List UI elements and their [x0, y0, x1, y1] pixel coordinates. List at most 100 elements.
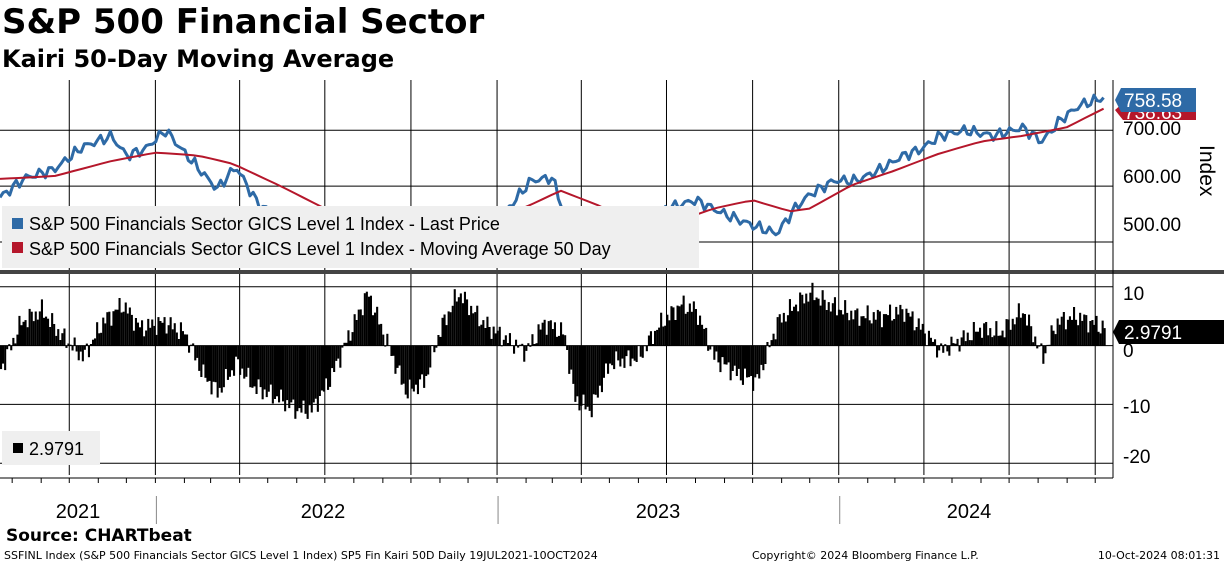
kairi-bar: [228, 345, 231, 377]
kairi-bar: [993, 335, 996, 346]
kairi-bar: [4, 345, 7, 371]
kairi-bar: [157, 317, 160, 346]
kairi-bar: [470, 305, 473, 346]
kairi-bar: [1040, 343, 1043, 346]
kairi-bar: [300, 345, 303, 413]
kairi-bar: [445, 325, 448, 346]
kairi-bar: [92, 339, 95, 346]
kairi-bar: [592, 345, 595, 395]
kairi-bar: [312, 345, 315, 403]
kairi-bar: [658, 327, 661, 346]
price-value-label: 758.58: [1124, 91, 1182, 112]
kairi-bar: [1083, 314, 1086, 346]
kairi-bar: [298, 345, 301, 409]
kairi-bar: [678, 306, 681, 346]
kairi-bar: [521, 343, 524, 346]
kairi-bar: [247, 345, 250, 368]
kairi-bar: [983, 323, 986, 346]
kairi-bar: [343, 342, 346, 346]
price-ytick-700: 700.00: [1123, 119, 1181, 140]
kairi-bar: [1079, 312, 1082, 346]
kairi-bar: [893, 319, 896, 346]
kairi-bar: [831, 303, 834, 346]
kairi-bar: [670, 306, 673, 346]
kairi-bar: [1044, 345, 1047, 354]
kairi-bar: [226, 345, 229, 380]
kairi-bar: [874, 319, 877, 346]
kairi-bar: [1058, 324, 1061, 346]
kairi-bar: [840, 310, 843, 346]
kairi-bar: [365, 291, 368, 346]
kairi-bar: [363, 293, 366, 346]
kairi-bar: [314, 345, 317, 399]
kairi-bar: [950, 336, 953, 346]
kairi-bar: [382, 334, 385, 346]
kairi-bar: [482, 320, 485, 346]
kairi-bar: [490, 338, 493, 346]
kairi-bar: [705, 327, 708, 346]
kairi-bar: [353, 314, 356, 346]
kairi-bar: [53, 324, 56, 346]
kairi-bar: [122, 311, 125, 346]
kairi-bar: [972, 322, 975, 346]
kairi-bar: [429, 345, 432, 368]
kairi-bar: [476, 305, 479, 346]
kairi-bar: [970, 340, 973, 346]
kairi-bar: [539, 329, 542, 346]
kairi-bar: [680, 304, 683, 346]
kairi-bar: [40, 299, 43, 346]
kairi-bar: [190, 344, 193, 346]
kairi-bar: [1099, 333, 1102, 346]
kairi-bar: [1093, 324, 1096, 346]
kairi-bar: [858, 325, 861, 346]
kairi-bar: [764, 345, 767, 364]
kairi-bar: [437, 335, 440, 346]
kairi-bar: [98, 333, 101, 346]
kairi-bar: [974, 331, 977, 346]
kairi-bar: [369, 295, 372, 346]
kairi-bar: [310, 345, 313, 413]
kairi-bar: [932, 341, 935, 346]
kairi-bar: [643, 345, 646, 347]
xlabel-2023: 2023: [636, 501, 681, 523]
kairi-bar: [435, 345, 438, 348]
kairi-bar: [224, 345, 227, 369]
kairi-bar: [629, 345, 632, 367]
kairi-bar: [500, 345, 503, 347]
kairi-bar: [463, 291, 466, 346]
kairi-bar: [1028, 314, 1031, 346]
kairi-bar: [523, 345, 526, 362]
kairi-bar: [817, 298, 820, 346]
kairi-bar: [905, 308, 908, 346]
kairi-bar: [408, 345, 411, 380]
kairi-bar: [515, 339, 518, 346]
kairi-bar: [923, 333, 926, 346]
kairi-bar: [372, 315, 375, 346]
kairi-bar: [245, 345, 248, 377]
kairi-bar: [181, 331, 184, 346]
kairi-bar: [690, 311, 693, 346]
kairi-bar: [69, 344, 72, 346]
kairi-bar: [220, 345, 223, 393]
kairi-bar: [390, 345, 393, 356]
kairi-bar: [837, 309, 840, 346]
kairi-bar: [466, 299, 469, 346]
kairi-bar: [821, 290, 824, 346]
kairi-bar: [686, 311, 689, 346]
kairi-bar: [547, 321, 550, 346]
kairi-bar: [674, 320, 677, 346]
kairi-bar: [155, 334, 158, 346]
kairi-bar: [241, 345, 244, 369]
kairi-bar: [51, 313, 54, 346]
kairi-bar: [357, 309, 360, 346]
kairi-bar: [32, 321, 35, 346]
kairi-bar: [1089, 321, 1092, 346]
kairi-bar: [613, 345, 616, 370]
kairi-bar: [936, 345, 939, 358]
kairi-bar: [218, 345, 221, 388]
kairi-bar: [952, 343, 955, 346]
kairi-bar: [535, 343, 538, 346]
kairi-bar: [799, 292, 802, 346]
kairi-bar: [359, 309, 362, 346]
kairi-bar: [684, 313, 687, 346]
